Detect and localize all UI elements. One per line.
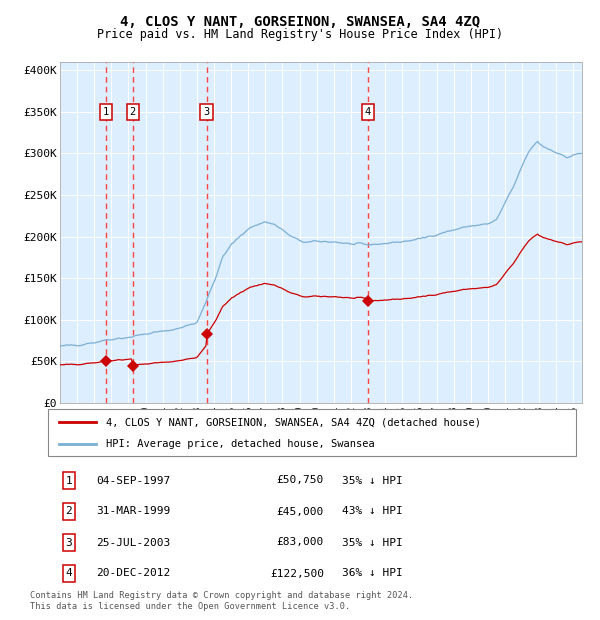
FancyBboxPatch shape — [48, 409, 576, 456]
Text: Price paid vs. HM Land Registry's House Price Index (HPI): Price paid vs. HM Land Registry's House … — [97, 28, 503, 41]
Text: 2: 2 — [65, 507, 73, 516]
Text: 4, CLOS Y NANT, GORSEINON, SWANSEA, SA4 4ZQ: 4, CLOS Y NANT, GORSEINON, SWANSEA, SA4 … — [120, 16, 480, 30]
Text: 4: 4 — [65, 569, 73, 578]
Text: 36% ↓ HPI: 36% ↓ HPI — [342, 569, 403, 578]
Text: £83,000: £83,000 — [277, 538, 324, 547]
Text: £122,500: £122,500 — [270, 569, 324, 578]
Text: 2: 2 — [130, 107, 136, 117]
Text: £45,000: £45,000 — [277, 507, 324, 516]
Text: £50,750: £50,750 — [277, 476, 324, 485]
Text: 43% ↓ HPI: 43% ↓ HPI — [342, 507, 403, 516]
Text: 1: 1 — [65, 476, 73, 485]
Text: 4, CLOS Y NANT, GORSEINON, SWANSEA, SA4 4ZQ (detached house): 4, CLOS Y NANT, GORSEINON, SWANSEA, SA4 … — [106, 417, 481, 427]
Text: 20-DEC-2012: 20-DEC-2012 — [96, 569, 170, 578]
Text: 35% ↓ HPI: 35% ↓ HPI — [342, 538, 403, 547]
Text: 1: 1 — [103, 107, 109, 117]
Text: 4: 4 — [364, 107, 371, 117]
Text: 31-MAR-1999: 31-MAR-1999 — [96, 507, 170, 516]
Text: 3: 3 — [65, 538, 73, 547]
Text: 25-JUL-2003: 25-JUL-2003 — [96, 538, 170, 547]
Text: 04-SEP-1997: 04-SEP-1997 — [96, 476, 170, 485]
Text: Contains HM Land Registry data © Crown copyright and database right 2024.
This d: Contains HM Land Registry data © Crown c… — [30, 591, 413, 611]
Text: HPI: Average price, detached house, Swansea: HPI: Average price, detached house, Swan… — [106, 439, 375, 449]
Text: 3: 3 — [203, 107, 209, 117]
Text: 35% ↓ HPI: 35% ↓ HPI — [342, 476, 403, 485]
